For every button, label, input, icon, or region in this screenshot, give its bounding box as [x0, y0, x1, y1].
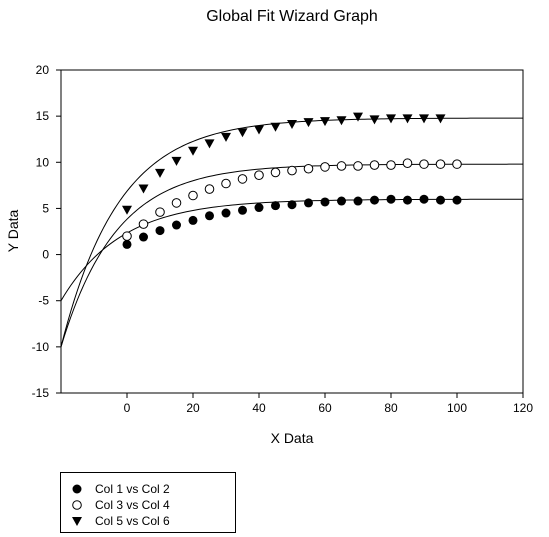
legend-label: Col 1 vs Col 2 — [95, 482, 170, 496]
data-point-series-1 — [188, 215, 198, 225]
data-point-series-3 — [303, 118, 314, 128]
data-points — [122, 112, 462, 249]
data-point-series-2 — [204, 184, 215, 194]
data-point-series-2 — [303, 163, 314, 174]
y-tick-label: 5 — [42, 201, 49, 215]
data-point-series-3 — [221, 132, 231, 142]
triangle-down-icon — [72, 517, 82, 526]
data-point-series-3 — [402, 114, 413, 124]
data-point-series-1 — [122, 239, 132, 249]
data-point-series-1 — [221, 208, 231, 218]
y-tick-label: 0 — [42, 248, 49, 262]
data-point-series-1 — [254, 203, 264, 213]
data-point-series-1 — [172, 220, 181, 230]
data-point-series-1 — [386, 194, 396, 204]
data-point-series-3 — [254, 125, 264, 135]
y-tick-label: -5 — [38, 294, 49, 308]
data-point-series-3 — [369, 115, 380, 125]
data-point-series-3 — [204, 139, 215, 149]
data-point-series-1 — [403, 195, 412, 205]
y-tick-label: 15 — [36, 109, 50, 123]
data-point-series-2 — [155, 207, 165, 217]
legend-item-col3-vs-col4: Col 3 vs Col 4 — [71, 497, 170, 513]
data-point-series-1 — [287, 200, 297, 210]
data-point-series-2 — [221, 178, 231, 189]
plot-frame — [60, 69, 524, 394]
data-point-series-2 — [138, 219, 149, 229]
data-point-series-2 — [336, 161, 347, 171]
data-point-series-3 — [122, 205, 132, 215]
filled-circle-icon — [72, 484, 82, 494]
data-point-series-1 — [271, 201, 280, 211]
data-point-series-2 — [452, 159, 462, 169]
fit-curves — [60, 117, 524, 348]
data-point-series-1 — [452, 195, 462, 205]
x-tick-label: 100 — [447, 401, 467, 415]
x-tick-label: 120 — [513, 401, 533, 415]
y-axis-label: Y Data — [5, 210, 21, 253]
data-point-series-3 — [386, 114, 396, 124]
x-axis-label: X Data — [271, 430, 314, 446]
data-point-series-2 — [270, 167, 281, 178]
data-point-series-3 — [270, 122, 281, 132]
data-point-series-1 — [370, 195, 379, 205]
chart-title: Global Fit Wizard Graph — [206, 8, 378, 25]
fit-curve-series-3 — [60, 117, 523, 347]
data-point-series-1 — [419, 194, 429, 204]
data-point-series-2 — [419, 159, 429, 169]
data-point-series-1 — [320, 197, 330, 207]
data-point-series-2 — [171, 198, 182, 208]
data-point-series-3 — [155, 168, 165, 178]
legend-item-col1-vs-col2: Col 1 vs Col 2 — [71, 481, 170, 497]
data-point-series-2 — [353, 161, 363, 171]
legend: Col 1 vs Col 2 Col 3 vs Col 4 Col 5 vs C… — [60, 472, 236, 533]
data-point-series-3 — [188, 146, 198, 156]
data-point-series-2 — [402, 158, 413, 169]
data-point-series-2 — [369, 160, 380, 170]
data-point-series-1 — [205, 211, 214, 221]
open-circle-icon — [72, 500, 82, 510]
x-tick-label: 20 — [186, 401, 200, 415]
data-point-series-1 — [337, 196, 346, 206]
data-point-series-1 — [436, 195, 445, 205]
x-tick-label: 80 — [384, 401, 398, 415]
data-point-series-3 — [353, 112, 363, 122]
data-point-series-3 — [171, 156, 182, 166]
y-tick-label: -10 — [32, 340, 50, 354]
legend-label: Col 3 vs Col 4 — [95, 498, 170, 512]
data-point-series-2 — [435, 159, 446, 169]
x-tick-label: 0 — [124, 401, 131, 415]
data-point-series-1 — [238, 205, 247, 215]
data-point-series-2 — [287, 165, 297, 176]
legend-label: Col 5 vs Col 6 — [95, 514, 170, 528]
data-point-series-2 — [254, 170, 264, 181]
data-point-series-2 — [237, 174, 248, 184]
data-point-series-3 — [320, 117, 330, 127]
data-point-series-3 — [138, 184, 149, 194]
data-point-series-1 — [353, 196, 363, 206]
data-point-series-3 — [435, 114, 446, 124]
data-point-series-2 — [386, 160, 396, 170]
y-tick-label: -15 — [32, 386, 50, 400]
data-point-series-1 — [155, 226, 165, 236]
data-point-series-2 — [320, 162, 330, 172]
legend-item-col5-vs-col6: Col 5 vs Col 6 — [71, 513, 170, 529]
y-tick-label: 10 — [36, 155, 50, 169]
data-point-series-1 — [139, 232, 148, 242]
fit-curve-series-2 — [60, 163, 524, 348]
data-point-series-3 — [336, 116, 347, 126]
data-point-series-1 — [304, 198, 313, 208]
data-point-series-3 — [287, 119, 297, 129]
x-tick-label: 60 — [318, 401, 332, 415]
y-tick-label: 20 — [36, 63, 50, 77]
fit-curve-series-1 — [60, 198, 523, 301]
data-point-series-3 — [237, 128, 248, 138]
data-point-series-3 — [419, 114, 429, 124]
axes: 0 20 40 60 80 100 120 -15 -10 -5 0 5 10 15 20 — [32, 63, 534, 415]
data-point-series-2 — [188, 190, 198, 201]
x-tick-label: 40 — [252, 401, 266, 415]
data-point-series-2 — [122, 231, 132, 241]
